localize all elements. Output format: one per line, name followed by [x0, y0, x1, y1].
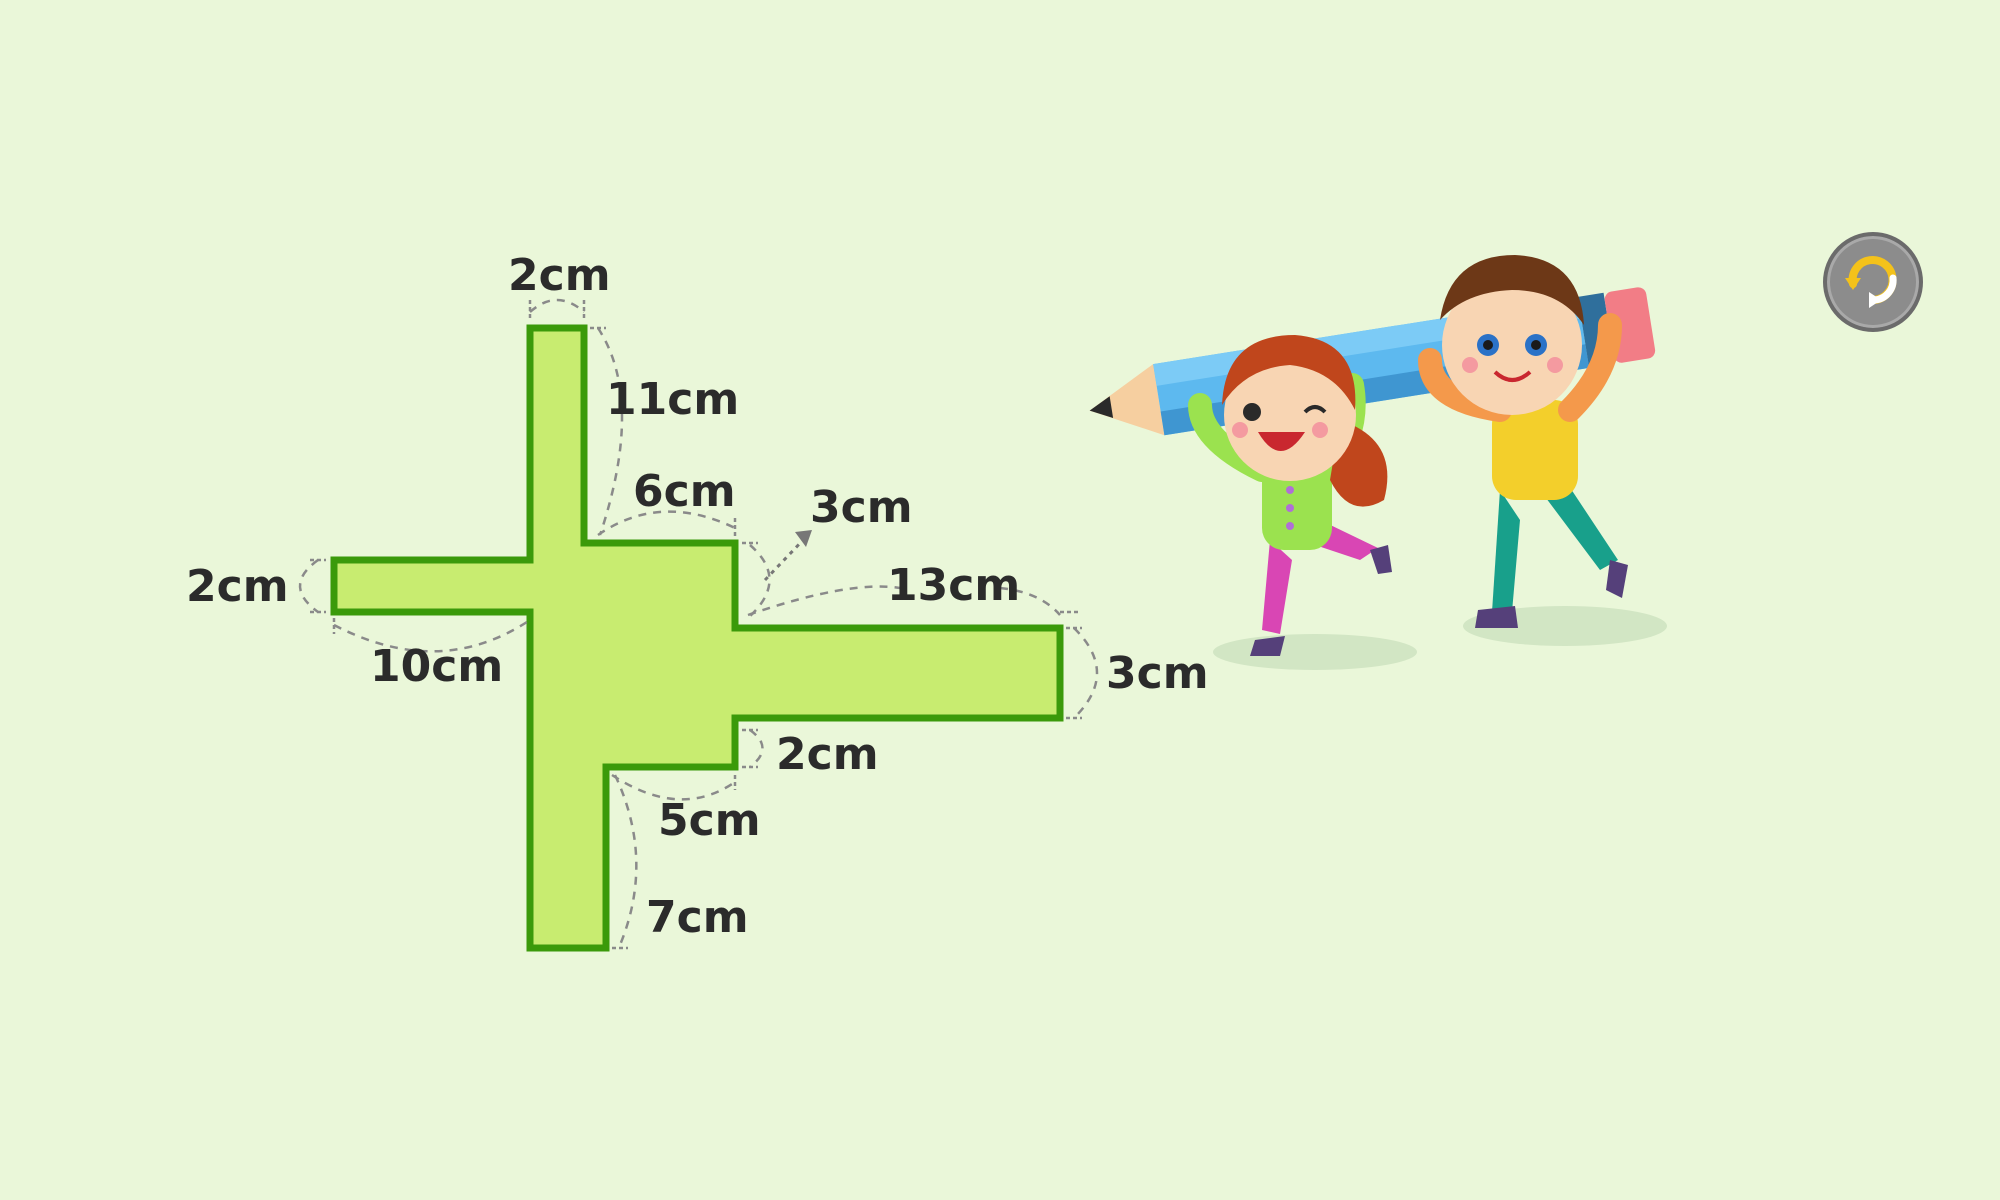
label-left-arm-length: 10cm — [370, 641, 503, 692]
composite-shape — [330, 324, 1064, 952]
label-right-arm-top: 13cm — [887, 560, 1020, 611]
children-carrying-pencil-icon — [1089, 255, 1667, 670]
label-right-arm-height: 3cm — [1106, 648, 1209, 699]
replay-icon — [1841, 248, 1905, 316]
label-lower-step: 5cm — [658, 795, 761, 846]
replay-button[interactable] — [1823, 232, 1923, 332]
label-left-arm-height: 2cm — [186, 561, 289, 612]
label-right-lower-step: 2cm — [776, 729, 879, 780]
boy-figure — [1418, 255, 1628, 628]
girl-figure — [1188, 335, 1392, 656]
label-notch-height: 3cm — [810, 482, 913, 533]
label-inner-top-step: 6cm — [633, 466, 736, 517]
label-top-width: 2cm — [508, 250, 611, 301]
dimension-markers — [298, 298, 1099, 950]
label-bottom-leg: 7cm — [646, 892, 749, 943]
label-upper-arm-height: 11cm — [606, 374, 739, 425]
